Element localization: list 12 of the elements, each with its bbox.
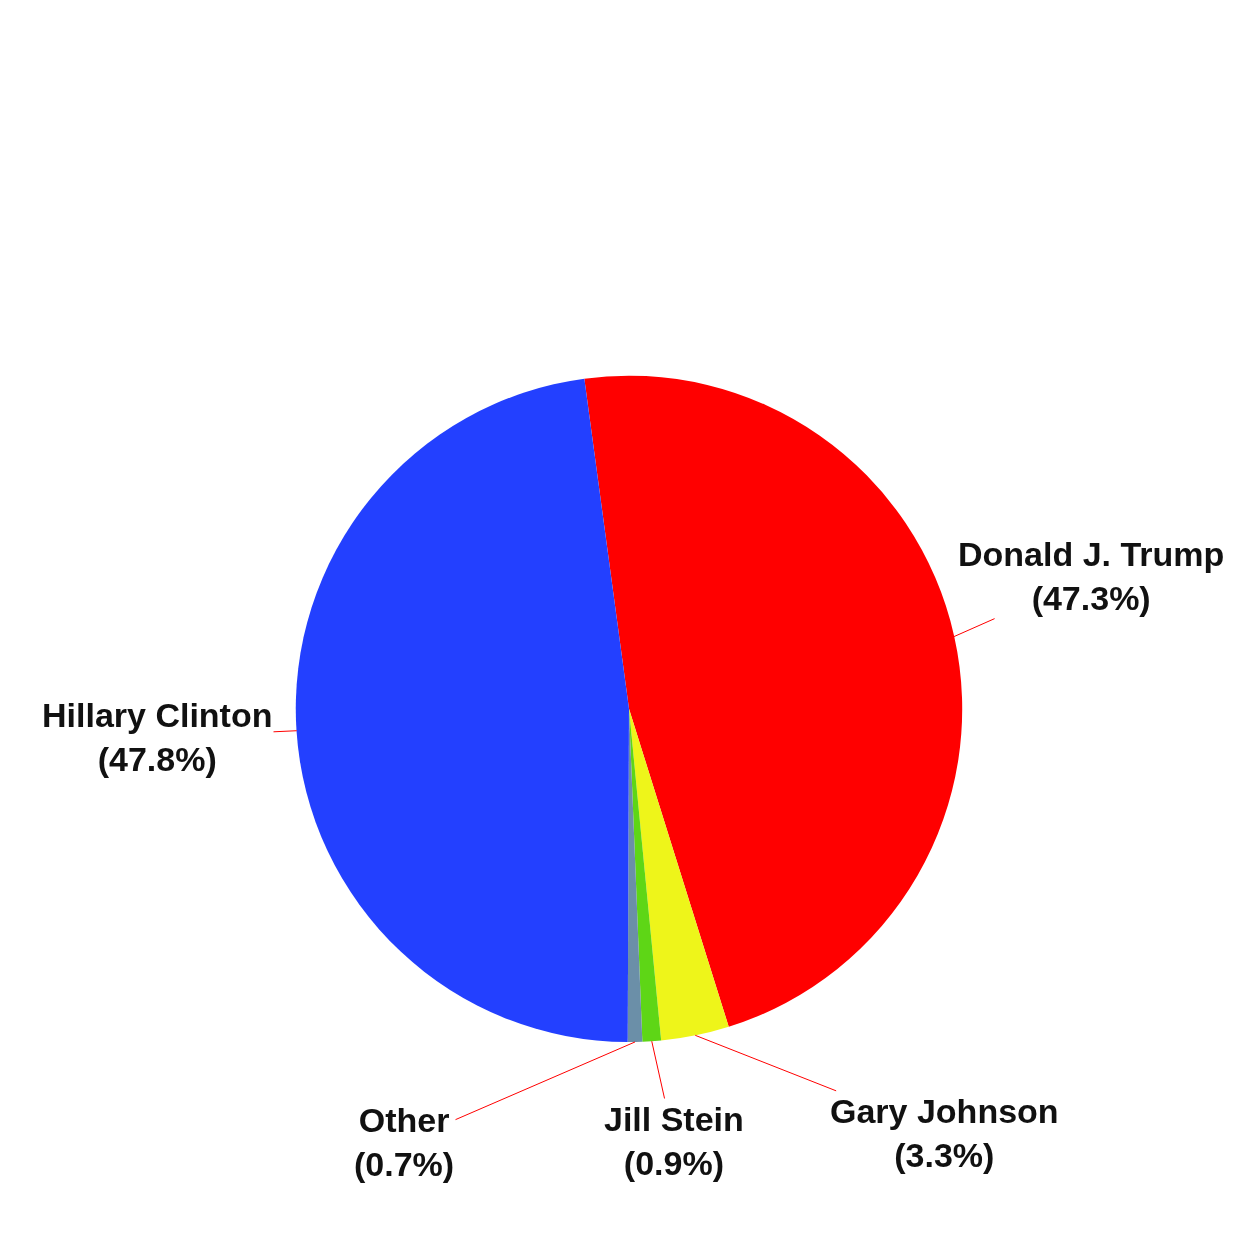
- slice-label: Gary Johnson: [830, 1092, 1059, 1130]
- slice-label: Hillary Clinton: [42, 696, 273, 734]
- pie-slice: [628, 708, 729, 1041]
- pie-slice: [296, 378, 629, 1043]
- data-label: (47.3%): [1031, 579, 1151, 618]
- data-label: (47.8%): [97, 740, 217, 779]
- data-label: (3.3%): [894, 1136, 995, 1175]
- slice-label: Donald J. Trump: [958, 535, 1225, 573]
- slice-label: Other: [358, 1101, 450, 1139]
- data-label: (0.9%): [623, 1144, 724, 1183]
- data-label: (0.7%): [354, 1145, 455, 1184]
- slice-label: Jill Stein: [604, 1100, 744, 1138]
